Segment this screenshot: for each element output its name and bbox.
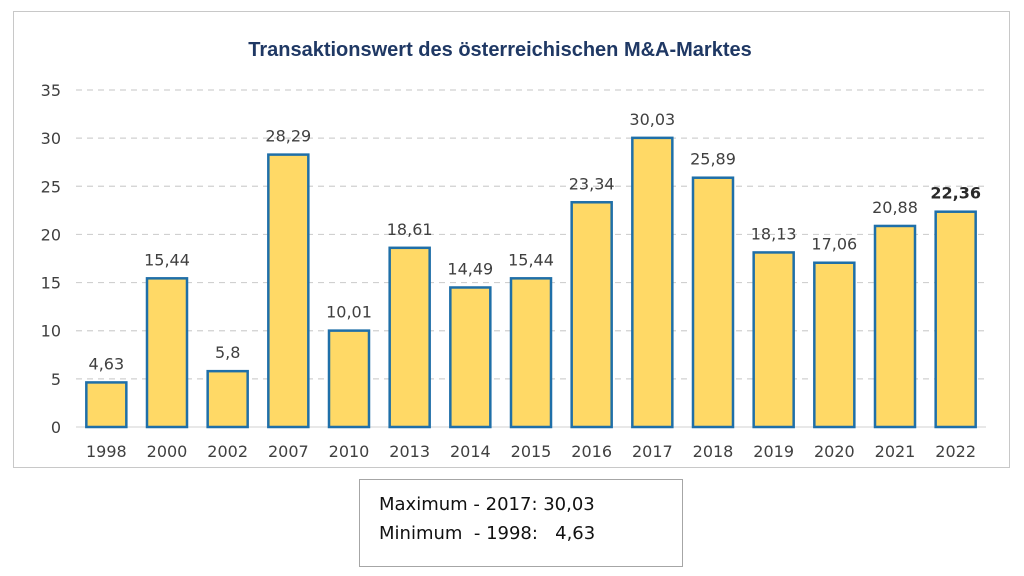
y-tick-label: 20 [41, 225, 61, 244]
data-label: 18,13 [751, 224, 797, 243]
data-labels: 4,63 15,44 5,8 28,29 10,01 18,61 14,49 15,44 23,… [89, 110, 981, 374]
y-tick-label: 30 [41, 129, 61, 148]
x-tick-label: 2010 [329, 442, 370, 461]
x-tick-label: 2018 [693, 442, 734, 461]
x-tick-label: 2017 [632, 442, 673, 461]
chart-title: Transaktionswert des österreichischen M&… [248, 39, 752, 61]
y-tick-label: 15 [41, 274, 61, 293]
data-label: 15,44 [508, 250, 554, 269]
x-tick-label: 2002 [207, 442, 248, 461]
data-label: 15,44 [144, 250, 190, 269]
data-label: 4,63 [89, 354, 125, 373]
bar-1998 [85, 381, 128, 429]
x-tick-label: 2019 [753, 442, 794, 461]
bar-2020 [813, 261, 856, 429]
data-label: 30,03 [629, 110, 675, 129]
x-tick-label: 2016 [571, 442, 612, 461]
summary-max-line: Maximum - 2017: 30,03 [379, 494, 595, 515]
bar-2014 [449, 286, 492, 429]
bar-2013 [388, 246, 431, 429]
x-tick-label: 2013 [389, 442, 430, 461]
y-tick-label: 25 [41, 177, 61, 196]
bars [85, 136, 977, 429]
bar-2019 [752, 251, 795, 429]
bar-2010 [327, 329, 371, 429]
x-tick-label: 2022 [935, 442, 976, 461]
bar-2016 [570, 201, 613, 429]
data-label: 20,88 [872, 198, 918, 217]
bar-2002 [206, 369, 249, 429]
bar-2015 [509, 277, 553, 429]
bar-2022 [934, 210, 977, 429]
bar-2000 [145, 277, 189, 429]
x-tick-label: 2015 [511, 442, 552, 461]
x-tick-label: 2000 [147, 442, 188, 461]
x-tick-label: 1998 [86, 442, 127, 461]
x-tick-label: 2014 [450, 442, 491, 461]
y-axis-ticks: 0 5 10 15 20 25 30 35 [41, 81, 61, 437]
bar-2007 [267, 153, 310, 429]
y-tick-label: 10 [41, 322, 61, 341]
data-label: 18,61 [387, 220, 433, 239]
x-tick-label: 2020 [814, 442, 855, 461]
chart-frame: Transaktionswert des österreichischen M&… [13, 11, 1010, 468]
bar-2018 [691, 176, 735, 429]
data-label: 22,36 [930, 184, 981, 203]
data-label: 5,8 [215, 343, 240, 362]
data-label: 23,34 [569, 174, 615, 193]
summary-min-line: Minimum - 1998: 4,63 [379, 523, 596, 544]
bar-chart: Transaktionswert des österreichischen M&… [41, 39, 986, 461]
y-tick-label: 0 [51, 418, 61, 437]
data-label: 14,49 [447, 259, 493, 278]
data-label: 10,01 [326, 303, 372, 322]
x-tick-label: 2021 [875, 442, 916, 461]
y-tick-label: 5 [51, 370, 61, 389]
y-tick-label: 35 [41, 81, 61, 100]
data-label: 28,29 [265, 127, 311, 146]
x-tick-label: 2007 [268, 442, 309, 461]
bar-2021 [873, 224, 917, 429]
bar-2017 [631, 136, 674, 429]
x-axis-ticks: 1998 2000 2002 2007 2010 2013 2014 2015 2016 2017… [86, 442, 976, 461]
data-label: 17,06 [811, 235, 857, 254]
data-label: 25,89 [690, 150, 736, 169]
summary-box: Maximum - 2017: 30,03 Minimum - 1998: 4,6… [359, 479, 683, 567]
